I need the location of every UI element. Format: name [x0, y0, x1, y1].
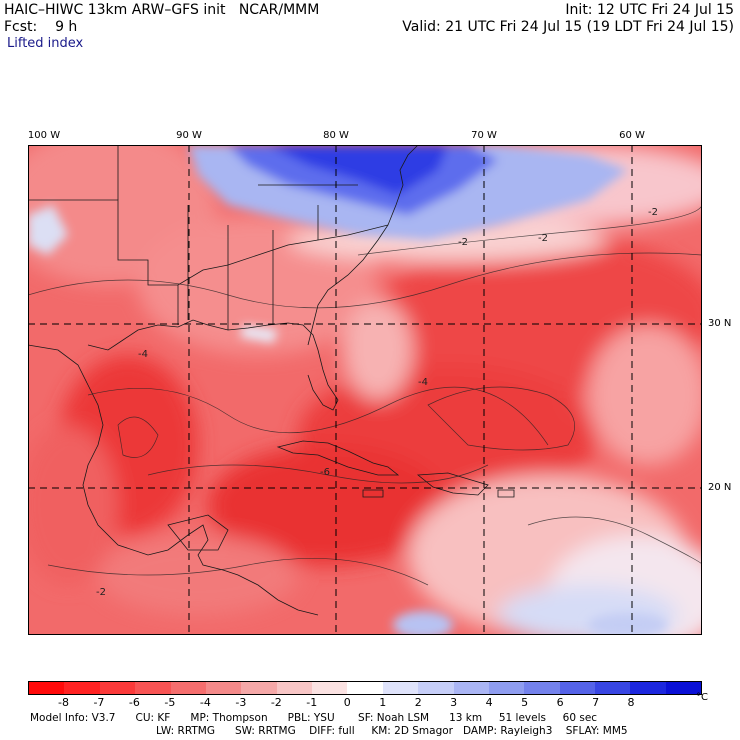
colorbar-segment — [559, 682, 595, 694]
field-name: Lifted index — [7, 36, 84, 51]
init-time: Init: 12 UTC Fri 24 Jul 15 — [565, 2, 734, 18]
valid-time: Valid: 21 UTC Fri 24 Jul 15 (19 LDT Fri … — [402, 19, 734, 35]
colorbar-segment — [64, 682, 100, 694]
colorbar-segment — [488, 682, 525, 694]
colorbar-tick-label: 5 — [521, 696, 529, 709]
gulf-coast-us — [87, 319, 339, 411]
colorbar-segment — [665, 682, 702, 694]
contour-label: -2 — [648, 207, 658, 218]
colorbar-segment — [135, 682, 171, 694]
colorbar-tick-label: -5 — [164, 696, 176, 709]
lon-label-100w: 100 W — [27, 130, 61, 141]
colorbar-segment — [595, 682, 631, 694]
footer-physics-info: LW: RRTMG SW: RRTMG DIFF: full KM: 2D Sm… — [156, 725, 628, 737]
colorbar — [28, 681, 702, 695]
puerto-rico — [497, 489, 515, 498]
contour-label: -2 — [538, 233, 548, 244]
colorbar-tick-label: -6 — [128, 696, 140, 709]
colorbar-tick-label: -4 — [199, 696, 211, 709]
colorbar-tick-label: -1 — [306, 696, 318, 709]
lat-label-20n: 20 N — [708, 482, 732, 493]
contour-label: -2 — [96, 587, 106, 598]
east-coast-us — [307, 144, 419, 346]
lat-lon-grid — [28, 145, 702, 635]
colorbar-tick-label: 0 — [343, 696, 351, 709]
colorbar-tick-label: -2 — [270, 696, 282, 709]
lon-label-60w: 60 W — [619, 130, 645, 141]
lifted-index-map: -2 -2 -2 -4 -6 -4 -2 — [0, 125, 728, 655]
instability-field — [0, 125, 728, 655]
footer-model-info: Model Info: V3.7 CU: KF MP: Thompson PBL… — [30, 712, 598, 724]
state-borders-b — [117, 145, 358, 330]
stable-region — [28, 145, 668, 639]
yucatan — [167, 514, 229, 551]
contours — [27, 204, 703, 586]
coastlines — [27, 144, 515, 616]
cuba — [276, 440, 400, 476]
colorbar-segment — [276, 682, 312, 694]
colorbar-segment — [418, 682, 454, 694]
model-title: HAIC–HIWC 13km ARW–GFS init NCAR/MMM — [4, 2, 320, 18]
colorbar-tick-label: 3 — [450, 696, 458, 709]
colorbar-segment — [205, 682, 242, 694]
colorbar-segment — [312, 682, 348, 694]
colorbar-segment — [347, 682, 383, 694]
colorbar-segment — [241, 682, 277, 694]
map-frame — [28, 145, 702, 635]
lon-label-80w: 80 W — [323, 130, 349, 141]
colorbar-tick-label: -3 — [235, 696, 247, 709]
colorbar-tick-label: 7 — [592, 696, 600, 709]
jamaica — [362, 489, 384, 498]
colorbar-segment — [29, 682, 65, 694]
lon-label-70w: 70 W — [471, 130, 497, 141]
colorbar-tick-label: 8 — [627, 696, 635, 709]
contour-label: -4 — [418, 377, 428, 388]
colorbar-tick-label: 1 — [379, 696, 387, 709]
forecast-hour: Fcst: 9 h — [4, 19, 78, 35]
colorbar-tick-label: -8 — [57, 696, 69, 709]
map-canvas: -2 -2 -2 -4 -6 -4 -2 — [0, 125, 728, 655]
colorbar-segment — [524, 682, 560, 694]
lat-label-30n: 30 N — [708, 318, 732, 329]
colorbar-tick-label: 2 — [414, 696, 422, 709]
colorbar-segment — [170, 682, 206, 694]
colorbar-unit: °C — [696, 692, 708, 703]
colorbar-tick-label: 6 — [556, 696, 564, 709]
contour-label: -2 — [458, 237, 468, 248]
gulf-coast-mexico — [27, 344, 319, 616]
colorbar-tick-label: -7 — [93, 696, 105, 709]
colorbar-tick-label: 4 — [485, 696, 493, 709]
contour-label: -4 — [138, 349, 148, 360]
lon-label-90w: 90 W — [176, 130, 202, 141]
colorbar-segment — [453, 682, 489, 694]
contour-label: -6 — [320, 467, 330, 478]
colorbar-segment — [99, 682, 136, 694]
colorbar-segment — [382, 682, 419, 694]
colorbar-segment — [630, 682, 666, 694]
